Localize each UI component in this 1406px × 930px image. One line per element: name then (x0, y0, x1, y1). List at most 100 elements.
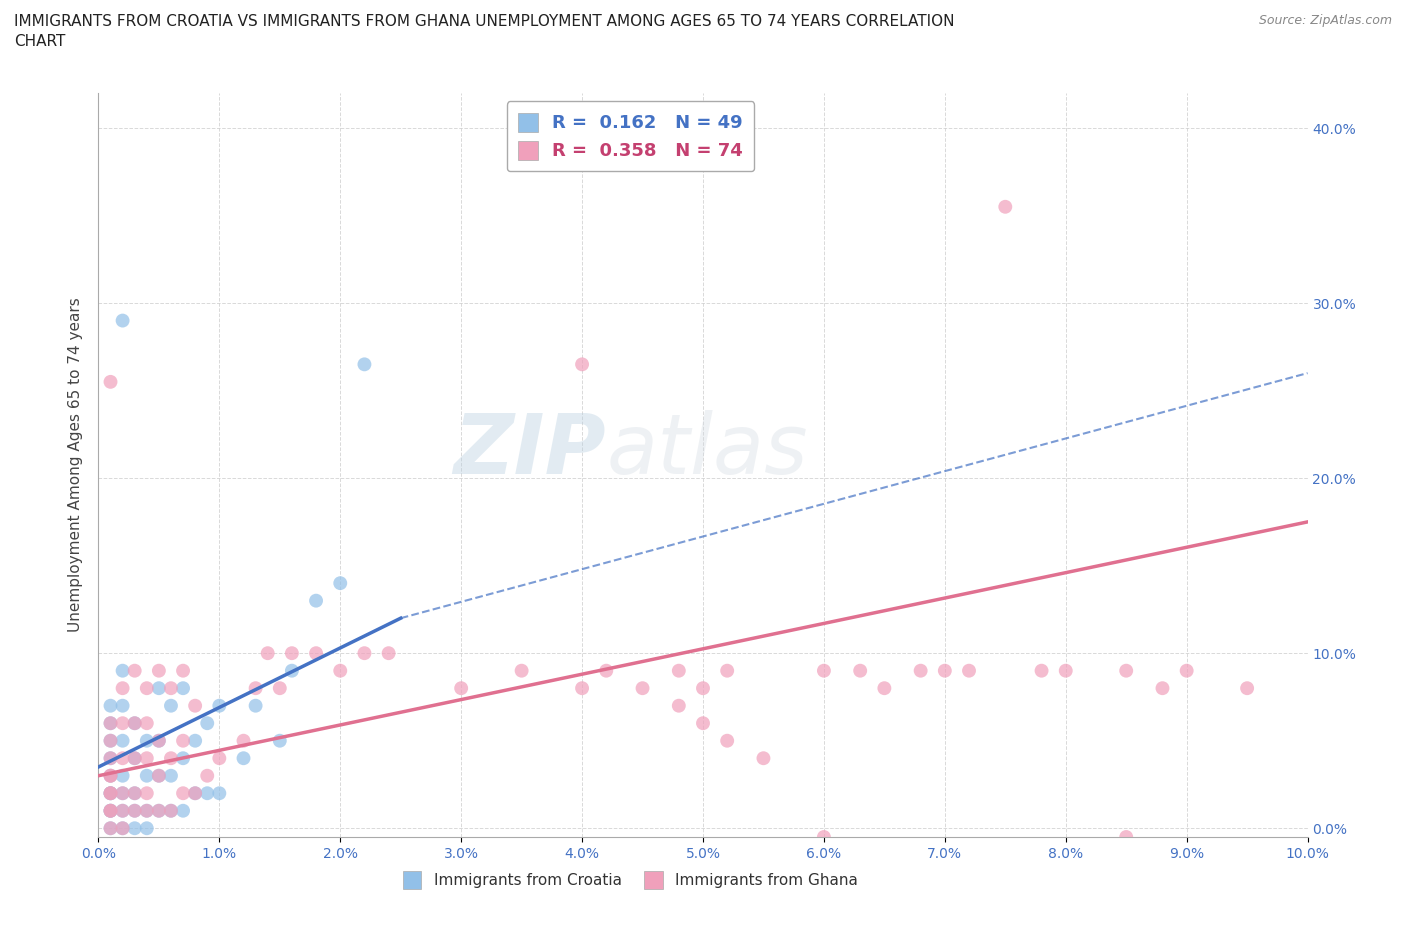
Point (160, 698, 183, 713)
Point (934, 663, 956, 678)
Point (111, 768, 134, 783)
Point (329, 576, 352, 591)
Point (716, 663, 738, 678)
Point (111, 804, 134, 818)
Point (752, 751, 775, 765)
Point (1115, 663, 1137, 678)
Point (172, 733, 194, 748)
Point (172, 804, 194, 818)
Point (329, 663, 352, 678)
Point (100, 786, 122, 801)
Point (160, 751, 183, 765)
Point (195, 768, 218, 783)
Point (595, 663, 617, 678)
Point (910, 663, 932, 678)
Point (813, 830, 835, 844)
Point (1236, 681, 1258, 696)
Point (245, 681, 267, 696)
Point (195, 716, 218, 731)
Point (245, 698, 267, 713)
Point (208, 698, 231, 713)
Point (571, 357, 593, 372)
Point (148, 768, 170, 783)
Point (100, 804, 122, 818)
Point (100, 786, 122, 801)
Point (111, 821, 134, 836)
Text: IMMIGRANTS FROM CROATIA VS IMMIGRANTS FROM GHANA UNEMPLOYMENT AMONG AGES 65 TO 7: IMMIGRANTS FROM CROATIA VS IMMIGRANTS FR… (14, 14, 955, 29)
Point (100, 786, 122, 801)
Point (100, 804, 122, 818)
Point (124, 751, 146, 765)
Point (148, 804, 170, 818)
Point (100, 804, 122, 818)
Text: atlas: atlas (606, 409, 808, 491)
Legend: Immigrants from Croatia, Immigrants from Ghana: Immigrants from Croatia, Immigrants from… (395, 863, 866, 897)
Point (994, 199, 1017, 214)
Point (100, 716, 122, 731)
Point (111, 716, 134, 731)
Point (668, 663, 690, 678)
Point (100, 751, 122, 765)
Point (100, 768, 122, 783)
Point (305, 645, 328, 660)
Y-axis label: Unemployment Among Ages 65 to 74 years: Unemployment Among Ages 65 to 74 years (67, 298, 83, 632)
Point (849, 663, 872, 678)
Point (353, 645, 375, 660)
Point (135, 768, 157, 783)
Point (100, 375, 122, 390)
Point (135, 804, 157, 818)
Point (111, 313, 134, 328)
Point (305, 593, 328, 608)
Point (1115, 830, 1137, 844)
Point (232, 733, 254, 748)
Point (269, 733, 291, 748)
Point (269, 681, 291, 696)
Point (111, 733, 134, 748)
Point (450, 681, 472, 696)
Point (172, 751, 194, 765)
Point (716, 733, 738, 748)
Point (124, 786, 146, 801)
Point (100, 733, 122, 748)
Point (148, 663, 170, 678)
Point (1054, 663, 1077, 678)
Point (111, 804, 134, 818)
Point (692, 716, 714, 731)
Point (135, 716, 157, 731)
Point (148, 733, 170, 748)
Point (1152, 681, 1174, 696)
Point (232, 751, 254, 765)
Point (813, 663, 835, 678)
Point (571, 681, 593, 696)
Point (124, 804, 146, 818)
Point (135, 751, 157, 765)
Point (148, 768, 170, 783)
Point (668, 698, 690, 713)
Point (124, 804, 146, 818)
Point (184, 698, 207, 713)
Point (135, 681, 157, 696)
Point (160, 681, 183, 696)
Point (208, 751, 231, 765)
Point (111, 786, 134, 801)
Point (100, 768, 122, 783)
Point (160, 768, 183, 783)
Point (208, 786, 231, 801)
Point (1031, 663, 1053, 678)
Point (148, 804, 170, 818)
Point (692, 681, 714, 696)
Point (135, 821, 157, 836)
Point (124, 786, 146, 801)
Point (184, 733, 207, 748)
Point (124, 751, 146, 765)
Point (135, 804, 157, 818)
Point (111, 786, 134, 801)
Point (135, 786, 157, 801)
Point (135, 733, 157, 748)
Point (100, 698, 122, 713)
Point (100, 821, 122, 836)
Point (256, 645, 278, 660)
Text: ZIP: ZIP (454, 409, 606, 491)
Point (195, 786, 218, 801)
Point (100, 821, 122, 836)
